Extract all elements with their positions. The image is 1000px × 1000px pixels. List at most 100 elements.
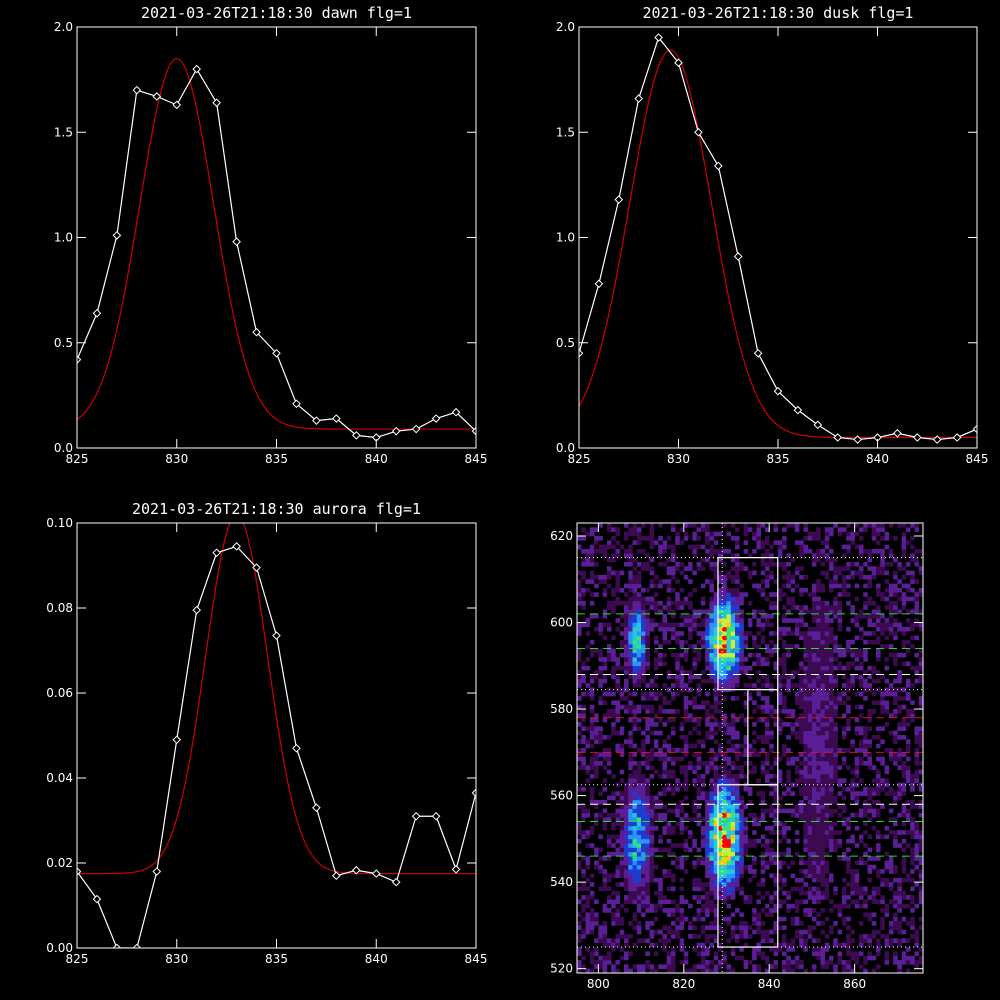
heatmap-cell <box>675 600 680 606</box>
heatmap-cell <box>688 847 693 853</box>
heatmap-cell <box>602 929 608 935</box>
heatmap-cell <box>764 864 770 870</box>
heatmap-cell <box>730 626 736 632</box>
heatmap-cell <box>918 704 924 710</box>
heatmap-cell <box>901 596 907 602</box>
dawn-data-point <box>312 416 321 425</box>
heatmap-cell <box>850 778 855 783</box>
heatmap-cell <box>581 903 586 909</box>
heatmap-cell <box>829 756 834 762</box>
heatmap-cell <box>645 704 650 710</box>
heatmap-cell <box>658 657 663 662</box>
heatmap-cell <box>641 817 646 822</box>
heatmap-cell <box>777 769 783 775</box>
heatmap-cell <box>585 812 591 818</box>
heatmap-cell <box>722 895 727 900</box>
heatmap-cell <box>829 583 834 589</box>
heatmap-cell <box>722 613 727 619</box>
heatmap-cell <box>876 652 881 658</box>
heatmap-cell <box>709 544 714 550</box>
heatmap-cell <box>905 765 911 770</box>
heatmap-cell <box>858 704 864 710</box>
heatmap-cell <box>662 791 667 796</box>
heatmap-cell <box>628 544 633 550</box>
heatmap-cell <box>705 960 710 965</box>
heatmap-cell <box>876 639 881 645</box>
heatmap-cell <box>850 869 855 874</box>
heatmap-cell <box>829 687 834 693</box>
heatmap-cell <box>585 968 591 974</box>
heatmap-cell <box>764 579 770 584</box>
heatmap-cell <box>713 574 719 580</box>
dusk-data-point <box>674 58 683 68</box>
heatmap-cell <box>726 882 732 887</box>
heatmap-cell <box>820 895 826 900</box>
heatmap-cell <box>794 670 800 675</box>
heatmap-cell <box>820 670 826 675</box>
heatmap-cell <box>641 596 646 602</box>
heatmap-cell <box>794 851 800 857</box>
heatmap-cell <box>713 838 719 844</box>
heatmap-cell <box>752 830 757 835</box>
heatmap-cell <box>880 739 885 744</box>
heatmap-cell <box>764 574 770 580</box>
heatmap-cell <box>782 938 787 944</box>
heatmap-cell <box>760 769 766 775</box>
heatmap-cell <box>717 856 723 861</box>
heatmap-cell <box>641 808 646 814</box>
heatmap-cell <box>901 951 907 956</box>
heatmap-cell <box>901 639 907 645</box>
heatmap-cell <box>858 665 864 671</box>
heatmap-cell <box>628 808 633 814</box>
heatmap-cell <box>658 652 663 658</box>
heatmap-cell <box>709 791 714 796</box>
heatmap-cell <box>811 752 817 757</box>
heatmap-cell <box>735 574 740 580</box>
heatmap-cell <box>824 942 830 948</box>
heatmap-cell <box>820 700 826 706</box>
heatmap-cell <box>649 709 655 714</box>
heatmap-cell <box>816 890 821 896</box>
heatmap-cell <box>914 735 920 740</box>
heatmap-cell <box>901 821 907 827</box>
heatmap-cell <box>739 843 744 848</box>
heatmap-cell <box>628 739 633 744</box>
heatmap-cell <box>769 908 774 913</box>
heatmap-cell <box>598 856 603 861</box>
heatmap-cell <box>888 713 894 719</box>
heatmap-cell <box>858 635 864 641</box>
heatmap-cell <box>628 622 633 628</box>
heatmap-cell <box>722 648 727 654</box>
heatmap-cell <box>807 717 813 723</box>
heatmap-cell <box>735 873 740 879</box>
heatmap-cell <box>675 652 680 658</box>
heatmap-cell <box>914 600 920 606</box>
heatmap-cell <box>888 817 894 822</box>
heatmap-cell <box>777 587 783 593</box>
heatmap-cell <box>867 548 873 554</box>
heatmap-cell <box>735 622 740 628</box>
heatmap-cell <box>645 648 650 654</box>
dawn-data-point <box>132 85 142 95</box>
heatmap-cell <box>730 622 736 628</box>
heatmap-cell <box>782 934 787 939</box>
heatmap-cell <box>871 812 877 818</box>
heatmap-cell <box>820 964 826 969</box>
heatmap-cell <box>854 756 860 762</box>
heatmap-cell <box>811 635 817 641</box>
heatmap-cell <box>628 934 633 939</box>
heatmap-cell <box>585 726 591 731</box>
heatmap-cell <box>752 535 757 541</box>
heatmap-cell <box>876 743 881 749</box>
heatmap-cell <box>641 622 646 628</box>
heatmap-cell <box>743 635 749 641</box>
heatmap-cell <box>619 808 625 814</box>
heatmap-cell <box>619 838 625 844</box>
heatmap-cell <box>884 544 890 550</box>
dawn-data-point <box>332 414 341 423</box>
heatmap-cell <box>858 778 864 783</box>
heatmap-cell <box>811 613 817 619</box>
heatmap-cell <box>730 743 736 749</box>
heatmap-cell <box>653 683 659 688</box>
heatmap-cell <box>807 644 813 649</box>
